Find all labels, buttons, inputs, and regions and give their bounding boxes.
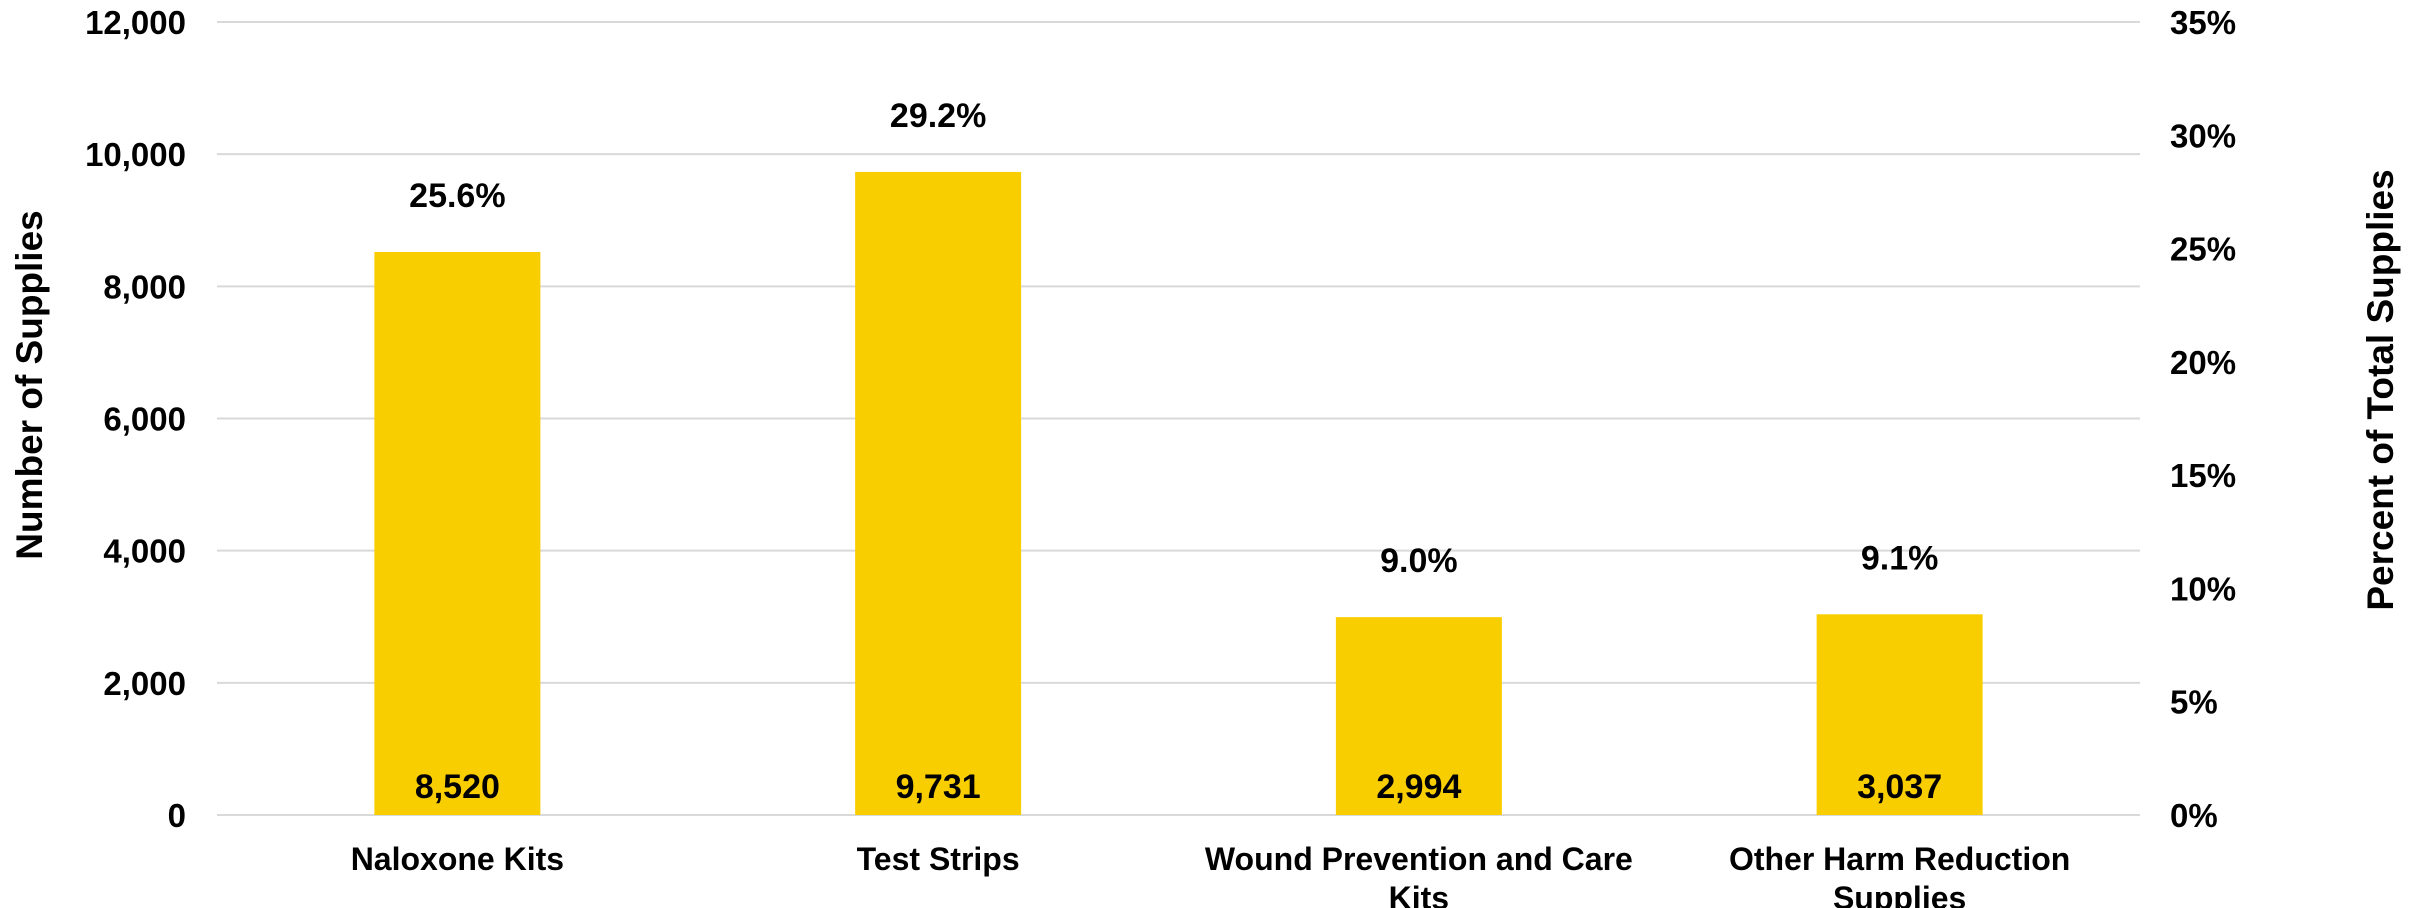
y2-tick-label: 25% [2170, 231, 2236, 268]
y2-axis-title: Percent of Total Supplies [2360, 169, 2401, 610]
y-axis-title: Number of Supplies [9, 210, 50, 559]
bars [374, 171, 1983, 816]
y-tick-label: 2,000 [103, 665, 186, 702]
bar [374, 251, 541, 816]
bar-percent-label: 9.0% [1380, 542, 1458, 580]
data-labels: 8,520 25.6% 9,731 29.2% 2,994 9.0% 3,037 9.1% [409, 97, 1942, 806]
bar-value-label: 9,731 [896, 768, 981, 806]
x-tick-label: Other Harm Reduction [1729, 841, 2070, 877]
x-tick-label: Wound Prevention and Care [1205, 841, 1633, 877]
y2-tick-label: 20% [2170, 344, 2236, 381]
x-tick-label: Test Strips [857, 841, 1020, 877]
bar-value-label: 8,520 [415, 768, 500, 806]
x-axis: Naloxone Kits Test Strips Wound Prevention… [351, 841, 2071, 908]
bar-value-label: 3,037 [1857, 768, 1942, 806]
y-axis-right: 0% 5% 10% 15% 20% 25% 30% 35% [2170, 4, 2236, 834]
bar-value-label: 2,994 [1376, 768, 1461, 806]
y-tick-label: 6,000 [103, 401, 186, 438]
y-tick-label: 0 [168, 797, 186, 834]
x-tick-label: Kits [1389, 880, 1449, 908]
y-tick-label: 4,000 [103, 533, 186, 570]
y-tick-label: 10,000 [85, 136, 186, 173]
y2-tick-label: 35% [2170, 4, 2236, 41]
y-axis-left: 0 2,000 4,000 6,000 8,000 10,000 12,000 [85, 4, 186, 834]
bar-percent-label: 9.1% [1861, 539, 1939, 577]
y2-tick-label: 10% [2170, 570, 2236, 607]
bar-percent-label: 29.2% [890, 97, 986, 135]
y2-tick-label: 15% [2170, 457, 2236, 494]
bar [1335, 617, 1502, 815]
bar-percent-label: 25.6% [409, 177, 505, 215]
x-tick-label: Supplies [1833, 880, 1966, 908]
bar [1816, 614, 1983, 815]
y2-tick-label: 30% [2170, 117, 2236, 154]
x-tick-label: Naloxone Kits [351, 841, 564, 877]
y2-tick-label: 5% [2170, 684, 2218, 721]
y-tick-label: 8,000 [103, 268, 186, 305]
y2-tick-label: 0% [2170, 797, 2218, 834]
bar [855, 171, 1022, 815]
y-tick-label: 12,000 [85, 4, 186, 41]
